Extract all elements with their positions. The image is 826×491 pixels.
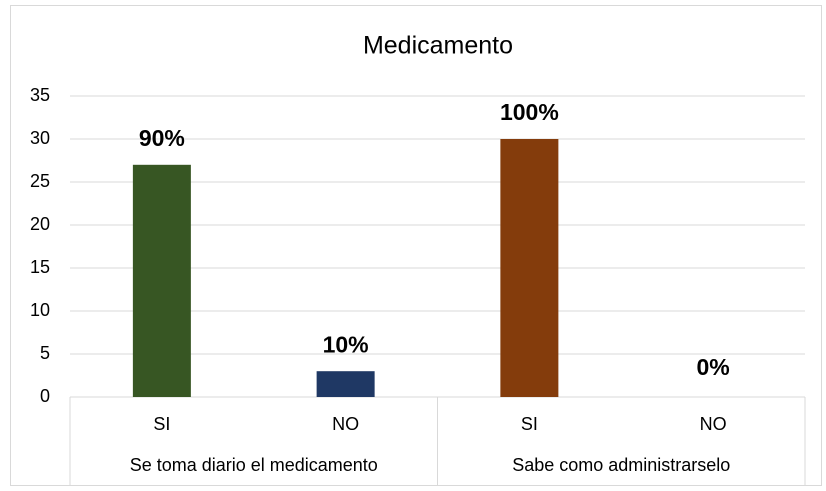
- y-tick-label: 15: [30, 257, 50, 277]
- data-label: 10%: [323, 331, 369, 357]
- group-label: Sabe como administrarselo: [512, 455, 730, 475]
- bar: [500, 139, 559, 397]
- data-label: 0%: [697, 354, 730, 380]
- y-tick-label: 35: [30, 85, 50, 105]
- data-label: 100%: [500, 99, 559, 125]
- y-tick-label: 5: [40, 343, 50, 363]
- data-label: 90%: [139, 125, 185, 151]
- x-tick-label: NO: [700, 414, 727, 434]
- x-tick-label: SI: [153, 414, 170, 434]
- x-tick-label: NO: [332, 414, 359, 434]
- group-label: Se toma diario el medicamento: [130, 455, 378, 475]
- bar: [316, 371, 375, 397]
- y-tick-label: 10: [30, 300, 50, 320]
- y-tick-label: 25: [30, 171, 50, 191]
- y-tick-label: 20: [30, 214, 50, 234]
- y-tick-label: 30: [30, 128, 50, 148]
- x-tick-label: SI: [521, 414, 538, 434]
- chart-title: Medicamento: [363, 32, 513, 60]
- bar: [132, 164, 191, 397]
- y-tick-label: 0: [40, 386, 50, 406]
